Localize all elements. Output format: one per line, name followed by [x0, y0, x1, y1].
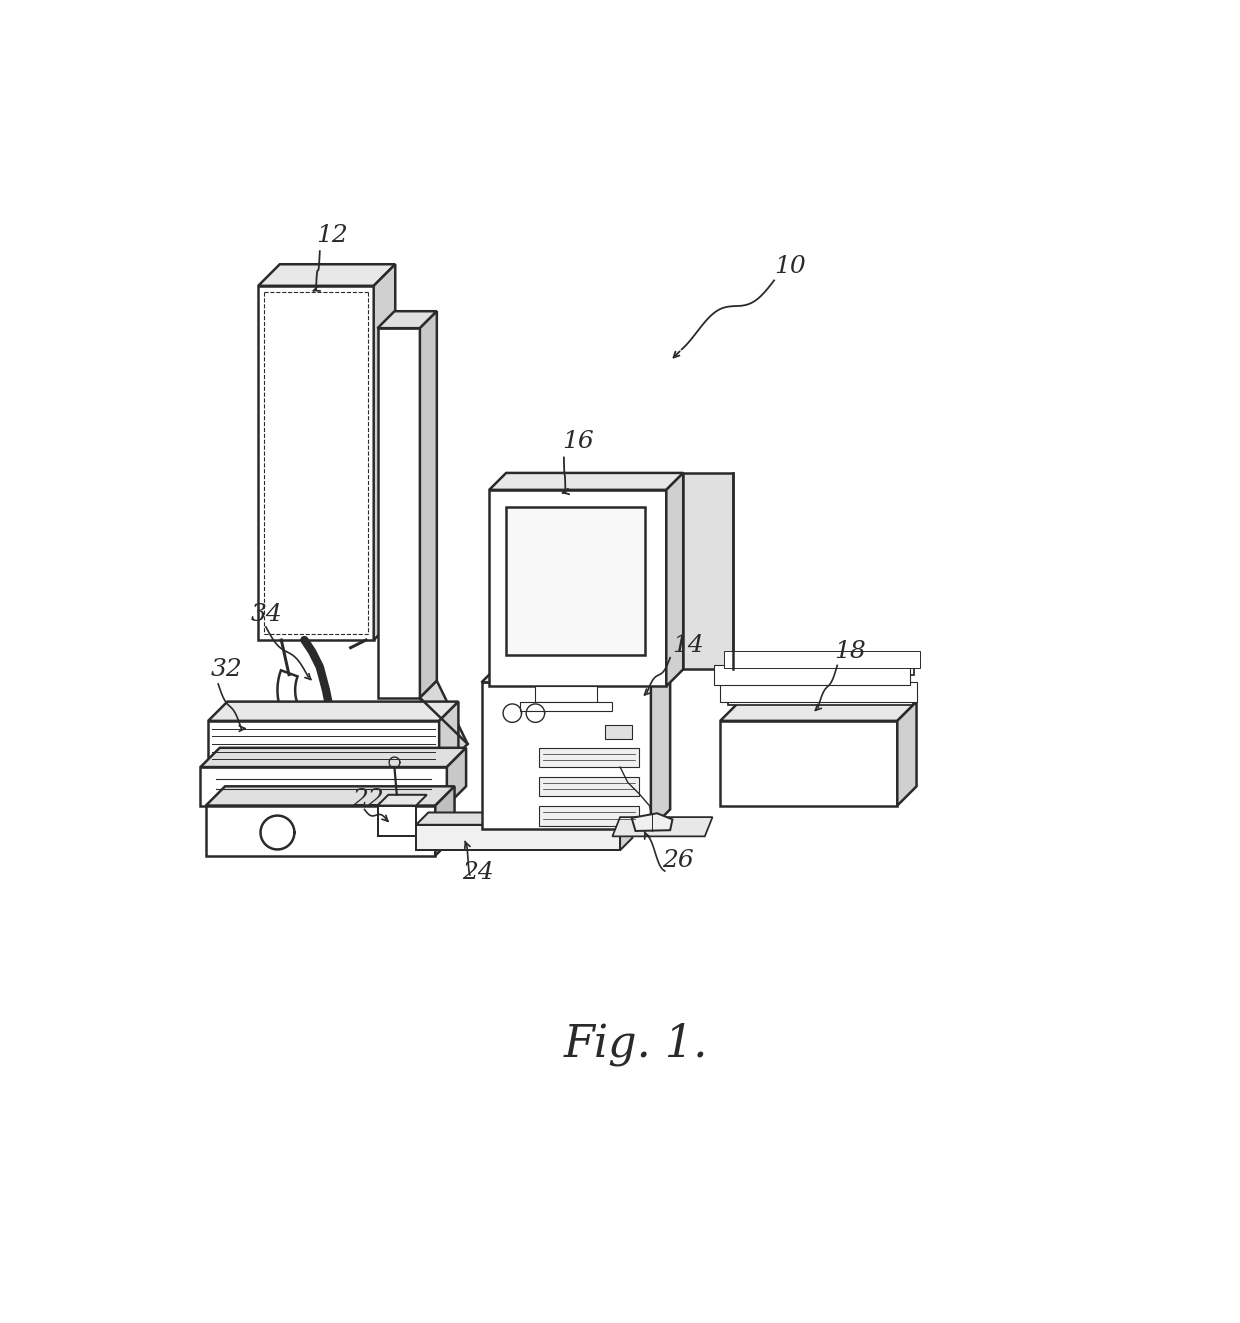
Polygon shape	[316, 733, 355, 763]
Polygon shape	[490, 472, 683, 490]
Polygon shape	[683, 472, 733, 669]
Polygon shape	[714, 665, 910, 685]
Polygon shape	[439, 701, 459, 767]
Polygon shape	[720, 683, 916, 701]
Polygon shape	[613, 818, 713, 836]
Polygon shape	[729, 659, 914, 675]
Polygon shape	[206, 806, 435, 856]
Polygon shape	[651, 663, 670, 828]
Polygon shape	[206, 786, 455, 806]
Polygon shape	[898, 701, 916, 806]
Polygon shape	[724, 651, 920, 668]
Polygon shape	[720, 721, 898, 806]
Bar	[539, 747, 640, 767]
Text: 26: 26	[662, 849, 694, 872]
Polygon shape	[724, 672, 910, 691]
Text: 34: 34	[250, 603, 283, 626]
Polygon shape	[258, 265, 396, 286]
Polygon shape	[258, 286, 373, 640]
Polygon shape	[435, 786, 455, 856]
Polygon shape	[446, 747, 466, 806]
Polygon shape	[373, 265, 396, 640]
Text: 22: 22	[352, 787, 384, 811]
Polygon shape	[208, 701, 459, 721]
Bar	[539, 806, 640, 826]
Polygon shape	[377, 311, 436, 328]
Polygon shape	[316, 724, 363, 733]
Polygon shape	[278, 671, 386, 747]
Polygon shape	[377, 328, 420, 697]
Polygon shape	[322, 763, 350, 782]
Text: 12: 12	[316, 224, 347, 247]
Polygon shape	[420, 311, 436, 697]
Polygon shape	[355, 724, 363, 763]
Polygon shape	[620, 812, 632, 851]
Bar	[520, 701, 613, 710]
Polygon shape	[417, 824, 620, 851]
Polygon shape	[201, 767, 446, 806]
Text: 24: 24	[463, 861, 494, 884]
Text: 10: 10	[774, 255, 806, 278]
Polygon shape	[377, 795, 427, 806]
Text: 32: 32	[211, 659, 242, 681]
Polygon shape	[666, 472, 683, 687]
Polygon shape	[631, 814, 672, 831]
Polygon shape	[728, 688, 913, 705]
Polygon shape	[481, 683, 651, 828]
Bar	[539, 777, 640, 796]
Polygon shape	[506, 507, 645, 655]
Polygon shape	[201, 747, 466, 767]
Text: Fig. 1.: Fig. 1.	[563, 1023, 708, 1066]
Text: 14: 14	[672, 634, 704, 656]
Bar	[536, 687, 596, 701]
Polygon shape	[481, 663, 670, 683]
Polygon shape	[490, 490, 666, 687]
Polygon shape	[420, 681, 467, 761]
Text: 16: 16	[563, 430, 594, 452]
Bar	[605, 725, 631, 738]
Polygon shape	[377, 806, 417, 836]
Polygon shape	[208, 721, 439, 767]
Polygon shape	[417, 812, 632, 824]
Text: 18: 18	[835, 640, 866, 663]
Polygon shape	[720, 701, 916, 721]
